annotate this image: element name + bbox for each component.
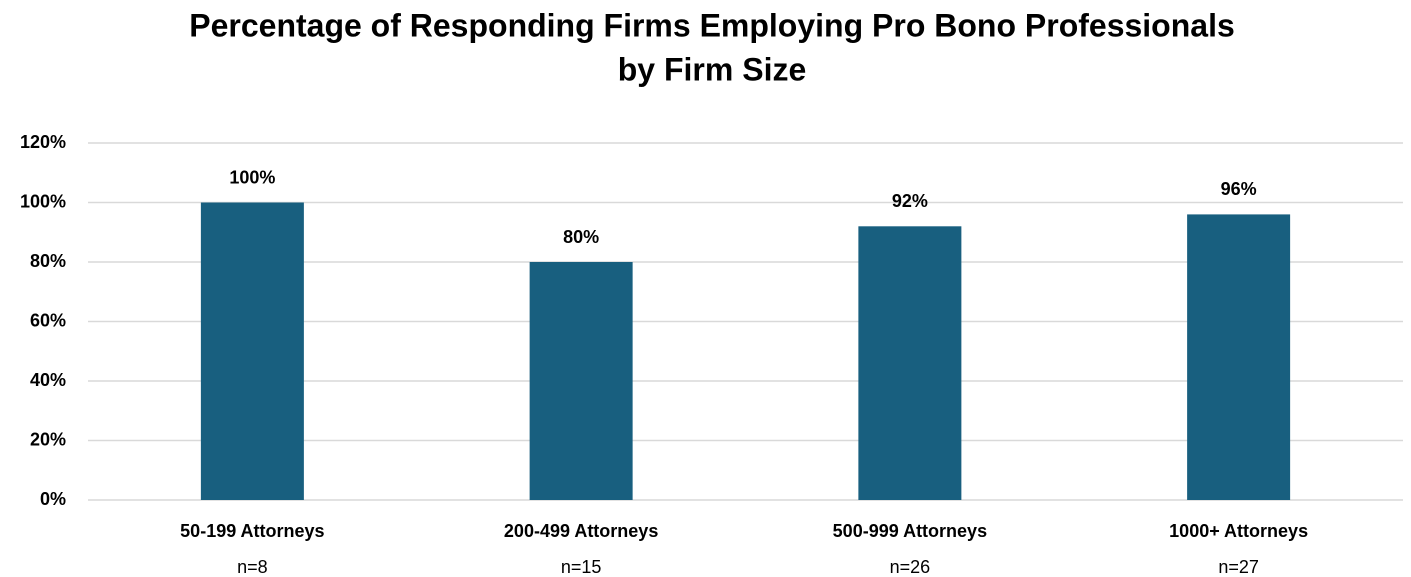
y-tick-label: 120% bbox=[20, 132, 66, 152]
x-tick-label: 1000+ Attorneys bbox=[1169, 521, 1308, 541]
x-tick-note: n=15 bbox=[561, 557, 602, 577]
data-label: 92% bbox=[892, 191, 928, 211]
y-tick-label: 20% bbox=[30, 429, 66, 449]
x-tick-label: 200-499 Attorneys bbox=[504, 521, 658, 541]
x-tick-label: 500-999 Attorneys bbox=[833, 521, 987, 541]
y-tick-label: 80% bbox=[30, 251, 66, 271]
bar bbox=[529, 262, 633, 500]
x-tick-note: n=27 bbox=[1218, 557, 1259, 577]
x-tick-note: n=26 bbox=[890, 557, 931, 577]
bar bbox=[858, 226, 962, 501]
y-tick-label: 40% bbox=[30, 370, 66, 390]
data-label: 80% bbox=[563, 227, 599, 247]
y-tick-label: 0% bbox=[40, 489, 66, 509]
chart-title: Percentage of Responding Firms Employing… bbox=[189, 7, 1235, 43]
data-label: 96% bbox=[1221, 179, 1257, 199]
chart-title: by Firm Size bbox=[618, 51, 807, 87]
data-label: 100% bbox=[229, 167, 275, 187]
y-tick-label: 60% bbox=[30, 310, 66, 330]
x-tick-label: 50-199 Attorneys bbox=[180, 521, 324, 541]
bar bbox=[200, 202, 304, 500]
x-tick-note: n=8 bbox=[237, 557, 268, 577]
y-tick-label: 100% bbox=[20, 191, 66, 211]
bar bbox=[1187, 214, 1291, 500]
